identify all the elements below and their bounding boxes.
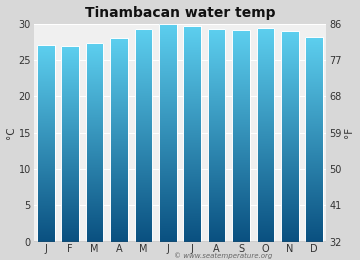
Bar [208, 29, 225, 242]
Text: © www.seatemperature.org: © www.seatemperature.org [174, 252, 273, 259]
Bar [86, 43, 103, 242]
Title: Tinambacan water temp: Tinambacan water temp [85, 5, 275, 19]
Bar [62, 46, 79, 242]
Bar [257, 28, 274, 242]
Bar [281, 31, 298, 242]
Bar [305, 37, 323, 242]
Bar [159, 23, 177, 242]
Bar [110, 38, 128, 242]
Bar [183, 27, 201, 242]
Bar [135, 29, 152, 242]
Y-axis label: °C: °C [5, 126, 15, 139]
Bar [232, 30, 250, 242]
Y-axis label: °F: °F [345, 127, 355, 138]
Bar [37, 45, 55, 242]
